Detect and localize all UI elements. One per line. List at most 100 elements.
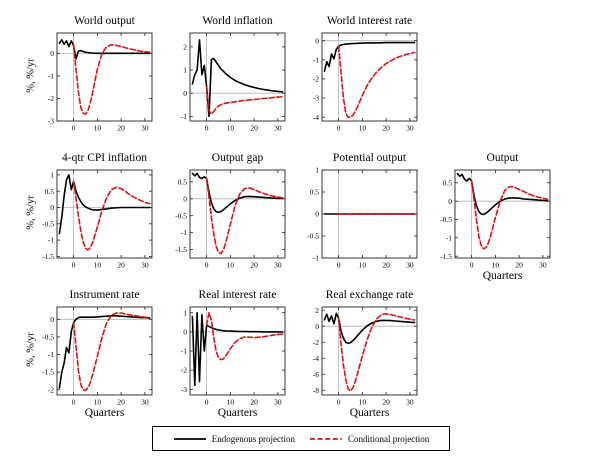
plot-area: 0 10 20 30 0 -0.5 -1 -1.5 -2 (42, 306, 153, 407)
y-tick-label: -1.5 (42, 368, 54, 377)
plot-area: 0 10 20 30 0 -1 -2 -3 -4 (313, 32, 418, 133)
axes-box (189, 169, 286, 259)
endogenous-line (323, 41, 416, 73)
y-tick-label: -2 (313, 338, 319, 347)
subplot-cpi-inflation: 4-qtr CPI inflation%, %/yr 0 10 20 30 1 0.5 0 -0… (25, 151, 158, 285)
y-tick-label: 0.5 (310, 188, 320, 197)
y-tick-label: -1 (181, 347, 187, 356)
x-tick-label: 10 (359, 124, 367, 133)
y-tick-label: -1 (313, 254, 319, 263)
plot-area: 0 10 20 30 1 0.5 0 -0.5 -1 -1.5 (42, 169, 153, 270)
x-tick-label: 10 (227, 124, 235, 133)
y-tick-label: -1 (181, 228, 187, 237)
x-tick-label: 20 (250, 398, 258, 407)
y-tick-label: -4 (313, 354, 319, 363)
subplot-title: Real exchange rate (325, 289, 414, 301)
x-axis-label: Quarters (349, 407, 390, 419)
x-tick-label: 30 (406, 124, 414, 133)
y-tick-label: 1 (183, 308, 187, 317)
y-tick-label: 0 (315, 322, 319, 331)
axes-box (56, 32, 153, 122)
y-tick-label: -0.5 (42, 219, 54, 228)
conditional-line (72, 312, 151, 392)
axes-box (56, 306, 153, 396)
y-tick-label: -1 (446, 233, 452, 242)
x-tick-label: 30 (141, 398, 149, 407)
plot-area: 0 10 20 30 1 0.5 0 -0.5 -1 (307, 167, 418, 270)
y-tick-label: 0 (183, 328, 187, 337)
x-tick-label: 10 (359, 398, 367, 407)
subplot-title: World interest rate (326, 15, 413, 27)
y-tick-label: -6 (313, 370, 319, 379)
endogenous-line (58, 315, 151, 389)
endogenous-line (323, 312, 416, 345)
plot-area: 0 10 20 30 0.5 0 -0.5 -1 -1.5 (440, 169, 551, 270)
axes-box (454, 169, 551, 259)
x-tick-label: 10 (227, 261, 235, 270)
x-tick-label: 20 (117, 261, 125, 270)
subplot-output-gap: Output gap 0 10 20 30 0.5 0 -0.5 -1 -1.5 (158, 151, 291, 285)
axes-box (321, 306, 418, 396)
y-tick-label: -0.5 (42, 333, 54, 342)
y-tick-label: -1.5 (42, 252, 54, 261)
x-tick-label: 20 (250, 124, 258, 133)
y-tick-label: 0 (315, 36, 319, 45)
y-tick-label: -1.5 (175, 245, 187, 254)
y-tick-label: -2 (48, 385, 54, 394)
subplot-title: Output gap (211, 152, 264, 164)
conditional-line-sample (309, 437, 342, 440)
x-tick-label: 0 (337, 261, 341, 270)
endogenous-line (58, 174, 151, 235)
x-axis-label: Quarters (482, 270, 523, 282)
x-axis-label: Quarters (84, 407, 125, 419)
x-tick-label: 10 (227, 398, 235, 407)
y-tick-label: -1.5 (440, 252, 452, 261)
y-tick-label: -1 (48, 350, 54, 359)
y-tick-label: 2 (315, 306, 319, 315)
subplot-title: World inflation (202, 15, 273, 27)
x-tick-label: 30 (274, 124, 282, 133)
subplot-output: Output 0 10 20 30 0.5 0 -0.5 -1 -1.5 Quarters (423, 151, 556, 285)
x-tick-label: 30 (406, 398, 414, 407)
y-tick-label: -2 (48, 94, 54, 103)
subplot-title: Potential output (332, 152, 407, 164)
x-tick-label: 0 (205, 124, 209, 133)
y-tick-label: -0.5 (307, 232, 319, 241)
legend: Endogenous projection Conditional projec… (152, 426, 450, 451)
subplot-real-exchange-rate: Real exchange rate 0 10 20 30 2 0 -2 -4 -6 -8 Quart… (290, 288, 423, 422)
subplot-title: Instrument rate (69, 289, 140, 301)
y-tick-label: 0 (183, 194, 187, 203)
subplot-potential-output: Potential output 0 10 20 30 1 0.5 0 -0.5 -1 (290, 151, 423, 285)
legend-label: Endogenous projection (211, 433, 295, 444)
x-tick-label: 20 (382, 124, 390, 133)
conditional-line (72, 180, 151, 251)
subplot-instrument-rate: Instrument rate%, %/yr 0 10 20 30 0 -0.5 -1 -1.5… (25, 288, 158, 422)
legend-entry-conditional: Conditional projection (309, 434, 429, 444)
y-tick-label: -2 (181, 366, 187, 375)
y-tick-label: 0 (50, 49, 54, 58)
x-tick-label: 0 (205, 261, 209, 270)
endogenous-line (191, 311, 284, 387)
conditional-line (470, 180, 549, 250)
x-tick-label: 30 (274, 398, 282, 407)
x-tick-label: 10 (94, 261, 102, 270)
y-tick-label: -4 (313, 113, 319, 122)
x-tick-label: 20 (250, 261, 258, 270)
y-tick-label: 1 (183, 66, 187, 75)
x-tick-label: 20 (382, 261, 390, 270)
x-tick-label: 0 (470, 261, 474, 270)
endogenous-line-sample (173, 437, 206, 440)
legend-label: Conditional projection (347, 433, 430, 444)
x-tick-label: 10 (94, 398, 102, 407)
y-tick-label: -3 (181, 385, 187, 394)
endogenous-line (191, 39, 284, 118)
axes-box (321, 32, 418, 122)
x-tick-label: 20 (515, 261, 523, 270)
plot-area: 0 10 20 30 0.5 0 -0.5 -1 -1.5 (175, 169, 286, 270)
y-tick-label: -1 (48, 236, 54, 245)
x-tick-label: 0 (72, 261, 76, 270)
x-tick-label: 0 (337, 124, 341, 133)
subplot-title: 4-qtr CPI inflation (62, 152, 147, 164)
axes-box (189, 32, 286, 122)
